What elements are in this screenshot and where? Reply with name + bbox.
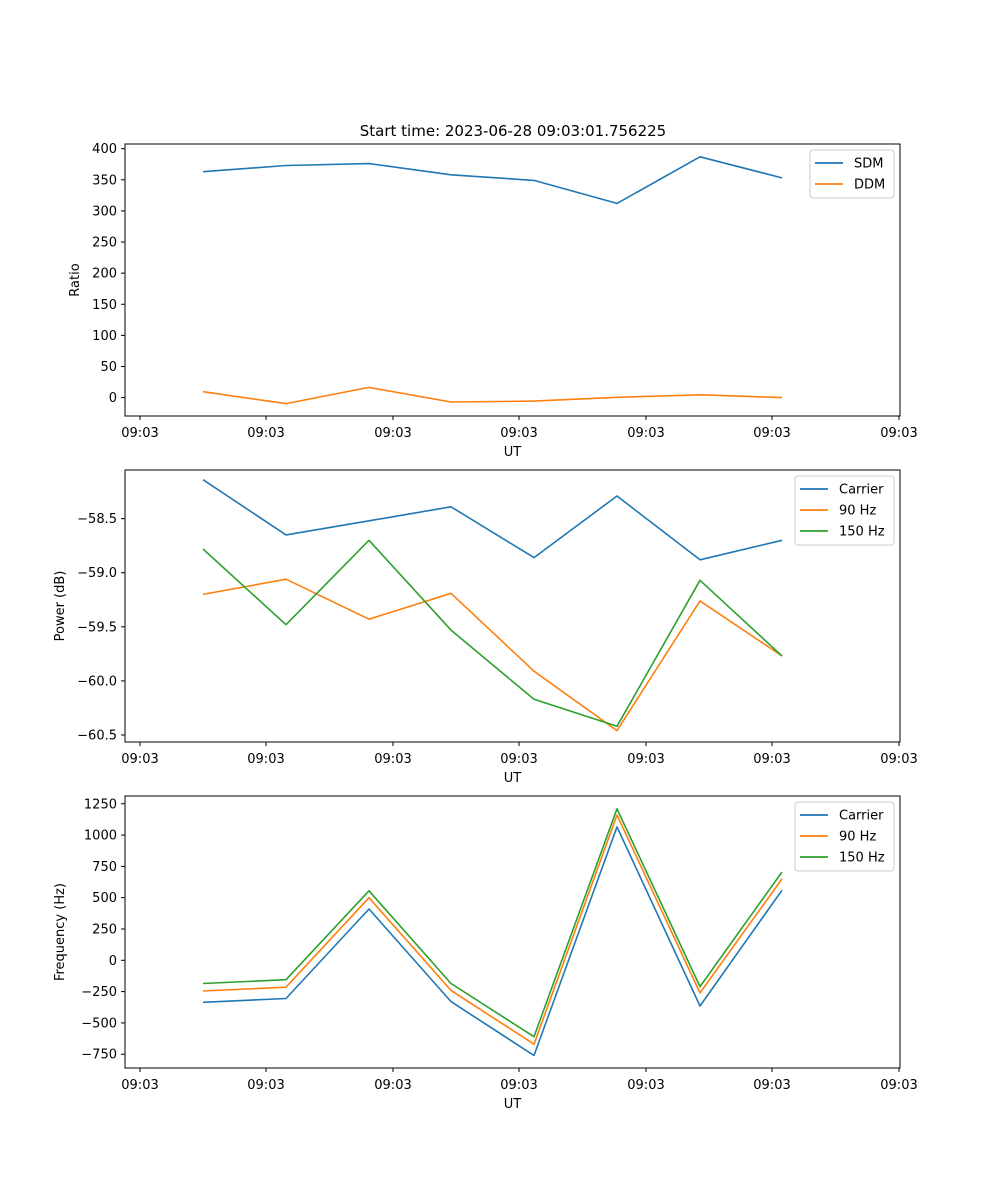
y-tick-label: −60.5 (77, 728, 117, 743)
x-tick-label: 09:03 (121, 1078, 158, 1093)
legend: SDM DDM (809, 149, 895, 199)
x-tick-label: 09:03 (880, 426, 917, 441)
y-tick-label: −750 (81, 1048, 117, 1063)
x-axis-label: UT (504, 1097, 522, 1112)
y-tick-label: −60.0 (77, 674, 117, 689)
legend-label: DDM (854, 178, 885, 193)
chart-panel-2: 09:03 09:03 09:03 09:03 09:03 09:03 09:03 −60.5… (53, 469, 918, 786)
x-tick-label: 09:03 (121, 752, 158, 767)
x-tick-label: 09:03 (753, 1078, 790, 1093)
y-tick-label: 50 (100, 360, 117, 375)
axes-frame (124, 469, 901, 743)
y-tick-label: 1000 (84, 829, 117, 844)
y-tick-label: 350 (92, 173, 117, 188)
legend-label: SDM (854, 157, 883, 172)
x-tick-label: 09:03 (500, 426, 537, 441)
x-tick-label: 09:03 (500, 752, 537, 767)
y-tick-label: −500 (81, 1016, 117, 1031)
x-tick-label: 09:03 (374, 426, 411, 441)
y-tick-label: 400 (92, 142, 117, 157)
x-tick-label: 09:03 (500, 1078, 537, 1093)
x-tick-label: 09:03 (880, 1078, 917, 1093)
series-line-150-hz (202, 539, 783, 728)
axes-frame (124, 143, 901, 417)
series-line-90-hz (202, 814, 783, 1045)
series-line-150-hz (202, 807, 783, 1038)
x-tick-label: 09:03 (121, 426, 158, 441)
legend-box (794, 801, 895, 872)
legend: Carrier 90 Hz 150 Hz (794, 475, 895, 546)
x-tick-label: 09:03 (374, 1078, 411, 1093)
y-tick-label: 1250 (84, 797, 117, 812)
legend-label: 90 Hz (839, 504, 876, 519)
y-tick-label: 150 (92, 298, 117, 313)
legend: Carrier 90 Hz 150 Hz (794, 801, 895, 872)
y-tick-label: −59.5 (77, 620, 117, 635)
series-line-90-hz (202, 578, 783, 732)
y-axis-label: Power (dB) (53, 571, 68, 642)
x-axis-label: UT (504, 445, 522, 460)
x-tick-label: 09:03 (247, 426, 284, 441)
x-tick-label: 09:03 (247, 752, 284, 767)
y-tick-label: 300 (92, 204, 117, 219)
y-tick-label: 0 (109, 391, 117, 406)
axes-frame (124, 795, 901, 1069)
legend-label: Carrier (839, 809, 884, 824)
series-line-ddm (202, 386, 783, 405)
series-line-carrier (202, 479, 783, 561)
x-tick-label: 09:03 (627, 426, 664, 441)
x-tick-label: 09:03 (247, 1078, 284, 1093)
y-tick-label: 100 (92, 329, 117, 344)
x-tick-label: 09:03 (627, 1078, 664, 1093)
legend-label: Carrier (839, 483, 884, 498)
y-axis-label: Ratio (68, 263, 83, 296)
series-line-carrier (202, 826, 783, 1057)
x-tick-label: 09:03 (627, 752, 664, 767)
y-tick-label: 0 (109, 954, 117, 969)
chart-panel-1: 09:03 09:03 09:03 09:03 09:03 09:03 09:03 0 50 10… (68, 142, 918, 460)
legend-label: 90 Hz (839, 830, 876, 845)
y-tick-label: 500 (92, 891, 117, 906)
y-tick-label: −58.5 (77, 512, 117, 527)
chart-panel-3: 09:03 09:03 09:03 09:03 09:03 09:03 09:03 −750 −… (53, 795, 918, 1112)
legend-box (794, 475, 895, 546)
y-axis-label: Frequency (Hz) (53, 883, 68, 981)
legend-box (809, 149, 895, 199)
legend-label: 150 Hz (839, 851, 885, 866)
y-tick-label: 200 (92, 267, 117, 282)
figure-title: Start time: 2023-06-28 09:03:01.756225 (360, 122, 666, 140)
series-line-sdm (202, 156, 783, 205)
y-tick-label: 250 (92, 236, 117, 251)
x-tick-label: 09:03 (753, 752, 790, 767)
x-tick-label: 09:03 (753, 426, 790, 441)
legend-label: 150 Hz (839, 525, 885, 540)
x-tick-label: 09:03 (374, 752, 411, 767)
y-tick-label: 750 (92, 860, 117, 875)
y-tick-label: 250 (92, 922, 117, 937)
x-tick-label: 09:03 (880, 752, 917, 767)
y-tick-label: −250 (81, 985, 117, 1000)
x-axis-label: UT (504, 771, 522, 786)
y-tick-label: −59.0 (77, 566, 117, 581)
